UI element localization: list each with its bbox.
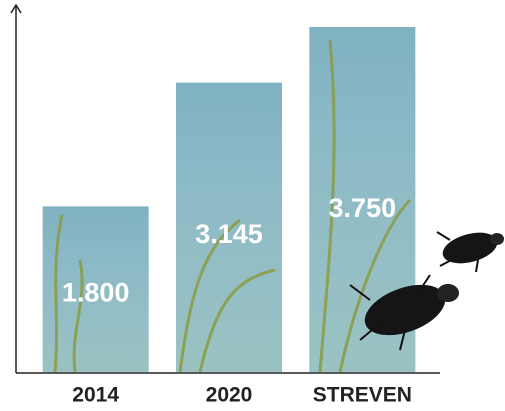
value-label: 1.800	[62, 277, 130, 307]
grass-decoration	[53, 39, 412, 373]
value-label: 3.145	[195, 219, 263, 249]
grass	[178, 218, 241, 373]
x-tick-label: STREVEN	[313, 384, 412, 407]
bars	[42, 27, 416, 372]
grass	[72, 259, 84, 373]
value-label: 3.750	[329, 193, 397, 223]
axis-arrow	[10, 3, 22, 14]
grass	[53, 214, 64, 373]
grass	[318, 39, 336, 373]
grass	[198, 268, 276, 373]
bar-sheen	[42, 206, 149, 372]
grass	[338, 198, 412, 373]
bar-sheen	[176, 82, 282, 372]
x-tick-label: 2020	[206, 384, 253, 407]
x-tick-label: 2014	[72, 384, 119, 407]
beetle	[436, 231, 504, 273]
beetle	[349, 274, 459, 351]
